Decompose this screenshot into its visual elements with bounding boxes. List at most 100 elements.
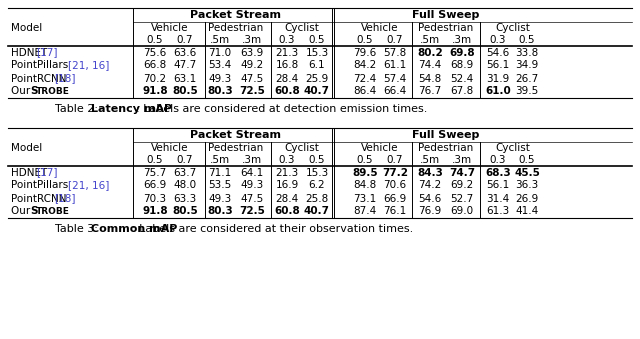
Text: 16.9: 16.9 [275,180,299,191]
Text: 71.1: 71.1 [209,167,232,178]
Text: 89.5: 89.5 [352,167,378,178]
Text: Cyclist: Cyclist [285,23,319,33]
Text: Common mAP: Common mAP [92,224,178,234]
Text: 53.4: 53.4 [209,60,232,71]
Text: Packet Stream: Packet Stream [191,10,282,20]
Text: 67.8: 67.8 [451,86,474,97]
Text: 61.0: 61.0 [485,86,511,97]
Text: 0.5: 0.5 [519,155,535,165]
Text: Latency mAP: Latency mAP [92,104,173,114]
Text: [21, 16]: [21, 16] [68,60,109,71]
Text: 63.6: 63.6 [173,47,196,58]
Text: 63.7: 63.7 [173,167,196,178]
Text: 0.5: 0.5 [519,35,535,45]
Text: 80.5: 80.5 [172,206,198,217]
Text: Our: Our [11,206,33,217]
Text: [17]: [17] [36,167,57,178]
Text: 6.1: 6.1 [308,60,325,71]
Text: PointPillars: PointPillars [11,60,68,71]
Text: .3m: .3m [452,35,472,45]
Text: PointPillars: PointPillars [11,180,68,191]
Text: 48.0: 48.0 [173,180,196,191]
Text: 63.1: 63.1 [173,74,196,83]
Text: 70.2: 70.2 [143,74,166,83]
Text: .5m: .5m [420,35,440,45]
Text: 56.1: 56.1 [486,180,509,191]
Text: 39.5: 39.5 [515,86,539,97]
Text: 0.5: 0.5 [147,35,163,45]
Text: Model: Model [11,143,42,153]
Text: 0.5: 0.5 [147,155,163,165]
Text: 33.8: 33.8 [515,47,539,58]
Text: 0.7: 0.7 [387,35,403,45]
Text: 28.4: 28.4 [275,74,299,83]
Text: HDNET: HDNET [11,167,47,178]
Text: 77.2: 77.2 [382,167,408,178]
Text: 0.5: 0.5 [356,35,373,45]
Text: 26.9: 26.9 [515,194,539,203]
Text: .5m: .5m [210,35,230,45]
Text: PointRCNN: PointRCNN [11,74,67,83]
Text: .3m: .3m [242,35,262,45]
Text: 64.1: 64.1 [241,167,264,178]
Text: 66.4: 66.4 [383,86,406,97]
Text: 91.8: 91.8 [142,206,168,217]
Text: 80.3: 80.3 [207,206,233,217]
Text: 91.8: 91.8 [142,86,168,97]
Text: 54.6: 54.6 [419,194,442,203]
Text: 53.5: 53.5 [209,180,232,191]
Text: 70.3: 70.3 [143,194,166,203]
Text: 40.7: 40.7 [304,86,330,97]
Text: 66.9: 66.9 [383,194,406,203]
Text: 68.3: 68.3 [485,167,511,178]
Text: 0.7: 0.7 [177,35,193,45]
Text: HDNET: HDNET [11,47,47,58]
Text: 0.3: 0.3 [490,155,506,165]
Text: .3m: .3m [452,155,472,165]
Text: 57.4: 57.4 [383,74,406,83]
Text: 75.6: 75.6 [143,47,166,58]
Text: Table 3:: Table 3: [55,224,101,234]
Text: 76.9: 76.9 [419,206,442,217]
Text: [18]: [18] [54,74,76,83]
Text: 49.3: 49.3 [209,74,232,83]
Text: Model: Model [11,23,42,33]
Text: 47.5: 47.5 [241,194,264,203]
Text: TROBE: TROBE [36,87,70,96]
Text: 84.2: 84.2 [353,60,376,71]
Text: 72.5: 72.5 [239,206,265,217]
Text: Full Sweep: Full Sweep [412,10,480,20]
Text: 76.7: 76.7 [419,86,442,97]
Text: 61.1: 61.1 [383,60,406,71]
Text: 69.8: 69.8 [449,47,475,58]
Text: 60.8: 60.8 [274,206,300,217]
Text: 52.7: 52.7 [451,194,474,203]
Text: 63.3: 63.3 [173,194,196,203]
Text: 80.5: 80.5 [172,86,198,97]
Text: 84.8: 84.8 [353,180,376,191]
Text: .5m: .5m [210,155,230,165]
Text: .5m: .5m [420,155,440,165]
Text: PointRCNN: PointRCNN [11,194,67,203]
Text: 25.9: 25.9 [305,74,328,83]
Text: 70.6: 70.6 [383,180,406,191]
Text: 56.1: 56.1 [486,60,509,71]
Text: 49.2: 49.2 [241,60,264,71]
Text: 41.4: 41.4 [515,206,539,217]
Text: 66.9: 66.9 [143,180,166,191]
Text: 72.4: 72.4 [353,74,376,83]
Text: Packet Stream: Packet Stream [191,130,282,140]
Text: 21.3: 21.3 [275,47,299,58]
Text: 0.7: 0.7 [177,155,193,165]
Text: 52.4: 52.4 [451,74,474,83]
Text: 28.4: 28.4 [275,194,299,203]
Text: 71.0: 71.0 [209,47,232,58]
Text: S: S [30,206,38,217]
Text: 63.9: 63.9 [241,47,264,58]
Text: Cyclist: Cyclist [495,23,530,33]
Text: 15.3: 15.3 [305,167,328,178]
Text: Pedestrian: Pedestrian [209,143,264,153]
Text: Vehicle: Vehicle [361,143,399,153]
Text: 36.3: 36.3 [515,180,539,191]
Text: 0.5: 0.5 [356,155,373,165]
